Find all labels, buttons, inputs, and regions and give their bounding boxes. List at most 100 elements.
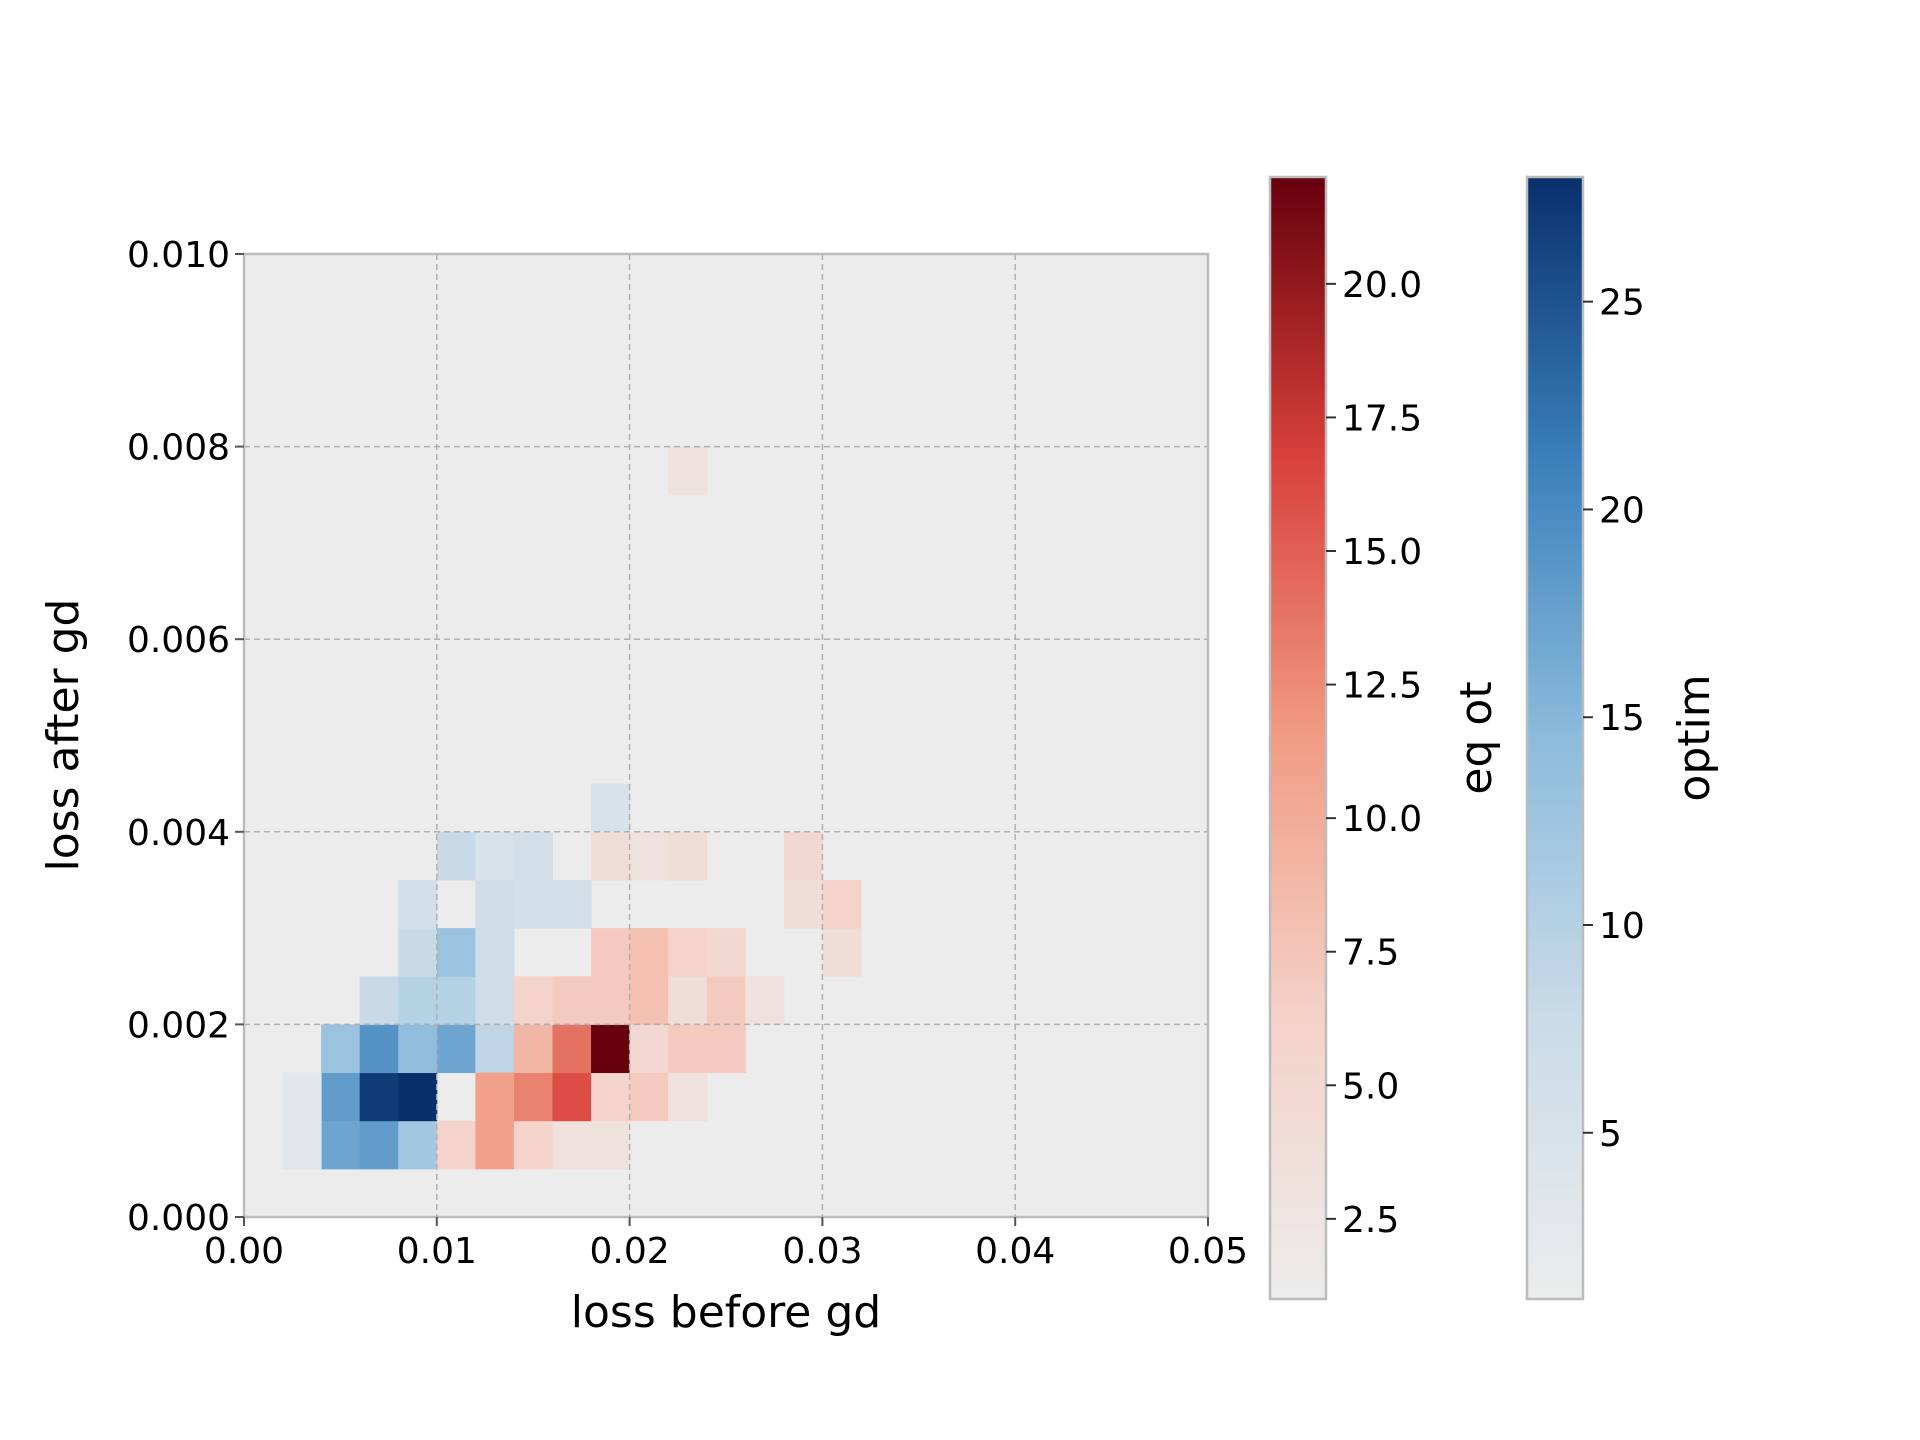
heatmap-cell-eq-ot bbox=[552, 976, 592, 1025]
heatmap-cell-optim bbox=[513, 831, 553, 881]
heatmap-cell-optim bbox=[475, 879, 515, 929]
heatmap-cell-optim bbox=[398, 976, 438, 1025]
heatmap-cell-eq-ot bbox=[668, 446, 708, 496]
heatmap-cell-optim bbox=[398, 1120, 438, 1170]
heatmap-cell-eq-ot bbox=[822, 928, 862, 977]
heatmap-cell-eq-ot bbox=[668, 831, 708, 881]
heatmap-cell-optim bbox=[321, 1024, 361, 1074]
heatmap-cell-eq-ot bbox=[706, 1024, 746, 1074]
heatmap-cell-optim bbox=[282, 1072, 322, 1122]
colorbar-tick-label: 7.5 bbox=[1342, 933, 1399, 974]
colorbar-tick-label: 15.0 bbox=[1342, 532, 1422, 573]
colorbar-optim-label: optim bbox=[1669, 674, 1720, 801]
colorbar-tick-label: 17.5 bbox=[1342, 398, 1422, 439]
heatmap-cell-eq-ot bbox=[552, 1072, 592, 1122]
heatmap-cell-optim bbox=[321, 1120, 361, 1170]
heatmap-cell-eq-ot bbox=[591, 1120, 631, 1170]
heatmap-cell-optim bbox=[359, 1120, 399, 1170]
heatmap-cell-eq-ot bbox=[591, 1024, 631, 1074]
heatmap-cell-eq-ot bbox=[591, 1072, 631, 1122]
heatmap-cell-eq-ot bbox=[513, 1024, 553, 1074]
heatmap-cell-eq-ot bbox=[629, 928, 669, 977]
heatmap-cell-eq-ot bbox=[591, 928, 631, 977]
heatmap-cell-optim bbox=[436, 928, 476, 977]
y-tick-label: 0.010 bbox=[127, 235, 230, 276]
x-axis-ticks: 0.00 0.01 0.02 0.03 0.04 0.05 bbox=[204, 1217, 1248, 1272]
heatmap-cell-eq-ot bbox=[668, 976, 708, 1025]
colorbar-tick-label: 10 bbox=[1599, 906, 1645, 947]
heatmap-cell-optim bbox=[436, 976, 476, 1025]
colorbar-tick-label: 15 bbox=[1599, 698, 1645, 739]
colorbar-tick-label: 20 bbox=[1599, 490, 1645, 531]
heatmap-cell-eq-ot bbox=[706, 976, 746, 1025]
x-tick-label: 0.05 bbox=[1168, 1231, 1248, 1272]
colorbar-tick-label: 10.0 bbox=[1342, 799, 1422, 840]
heatmap-cell-optim bbox=[398, 1024, 438, 1074]
heatmap-cell-eq-ot bbox=[629, 1024, 669, 1074]
heatmap-cell-eq-ot bbox=[552, 1120, 592, 1170]
colorbar-tick-label: 12.5 bbox=[1342, 666, 1422, 707]
heatmap-cell-eq-ot bbox=[783, 831, 823, 881]
y-axis-label: loss after gd bbox=[38, 599, 89, 872]
x-tick-label: 0.04 bbox=[975, 1231, 1055, 1272]
heatmap-cell-eq-ot bbox=[629, 1072, 669, 1122]
heatmap-cell-eq-ot bbox=[629, 831, 669, 881]
colorbar-eq-ot-frame bbox=[1268, 175, 1328, 1301]
heatmap-cell-optim bbox=[398, 1072, 438, 1122]
heatmap-cell-optim bbox=[475, 928, 515, 977]
y-tick-label: 0.004 bbox=[127, 813, 230, 854]
heatmap-cell-optim bbox=[359, 976, 399, 1025]
heatmap-cell-optim bbox=[552, 879, 592, 929]
y-tick-label: 0.006 bbox=[127, 620, 230, 661]
heatmap-cell-optim bbox=[475, 976, 515, 1025]
colorbar-eq-ot-ticks: 2.5 5.0 7.5 10.0 12.5 15.0 17.5 20.0 bbox=[1326, 265, 1422, 1241]
heatmap-cell-optim bbox=[321, 1072, 361, 1122]
heatmap-cell-optim bbox=[475, 1024, 515, 1074]
heatmap-cell-eq-ot bbox=[668, 1024, 708, 1074]
heatmap-cell-eq-ot bbox=[436, 1120, 476, 1170]
heatmap-cell-eq-ot bbox=[629, 976, 669, 1025]
x-tick-label: 0.01 bbox=[397, 1231, 477, 1272]
heatmap-cell-eq-ot bbox=[591, 976, 631, 1025]
y-tick-label: 0.000 bbox=[127, 1198, 230, 1239]
heatmap-cell-eq-ot bbox=[513, 1120, 553, 1170]
heatmap-cell-optim bbox=[436, 831, 476, 881]
heatmap-cell-eq-ot bbox=[745, 976, 785, 1025]
heatmap-cells bbox=[282, 446, 862, 1170]
grid-lines bbox=[244, 254, 1208, 1217]
heatmap-cell-optim bbox=[359, 1024, 399, 1074]
x-tick-label: 0.00 bbox=[204, 1231, 284, 1272]
heatmap-cell-eq-ot bbox=[475, 1120, 515, 1170]
colorbar-eq-ot-label: eq ot bbox=[1451, 681, 1502, 794]
heatmap-cell-optim bbox=[398, 879, 438, 929]
heatmap-cell-eq-ot bbox=[591, 831, 631, 881]
colorbar-optim: 5 10 15 20 25 optim bbox=[1525, 175, 1720, 1301]
colorbar-tick-label: 5 bbox=[1599, 1114, 1622, 1155]
colorbar-tick-label: 20.0 bbox=[1342, 265, 1422, 306]
heatmap-cell-optim bbox=[591, 783, 631, 833]
plot-frame bbox=[242, 252, 1210, 1219]
heatmap-cell-eq-ot bbox=[668, 928, 708, 977]
heatmap-cell-optim bbox=[398, 928, 438, 977]
heatmap-cell-optim bbox=[282, 1120, 322, 1170]
x-tick-label: 0.03 bbox=[782, 1231, 862, 1272]
colorbar-eq-ot-gradient bbox=[1270, 177, 1326, 1299]
colorbar-optim-ticks: 5 10 15 20 25 bbox=[1583, 283, 1645, 1155]
y-tick-label: 0.002 bbox=[127, 1005, 230, 1046]
heatmap-cell-eq-ot bbox=[513, 976, 553, 1025]
colorbar-tick-label: 5.0 bbox=[1342, 1066, 1399, 1107]
heatmap-cell-optim bbox=[513, 879, 553, 929]
x-axis-label: loss before gd bbox=[571, 1287, 881, 1338]
colorbar-eq-ot: 2.5 5.0 7.5 10.0 12.5 15.0 17.5 20.0 eq ot bbox=[1268, 175, 1502, 1301]
heatmap-cell-eq-ot bbox=[822, 879, 862, 929]
heatmap-cell-eq-ot bbox=[552, 1024, 592, 1074]
heatmap-cell-eq-ot bbox=[706, 928, 746, 977]
heatmap-cell-optim bbox=[359, 1072, 399, 1122]
heatmap-cell-eq-ot bbox=[513, 1072, 553, 1122]
colorbar-optim-gradient bbox=[1527, 177, 1583, 1299]
heatmap-cell-optim bbox=[436, 1024, 476, 1074]
heatmap-cell-eq-ot bbox=[668, 1072, 708, 1122]
y-axis-ticks: 0.000 0.002 0.004 0.006 0.008 0.010 bbox=[127, 235, 244, 1239]
heatmap-cell-optim bbox=[475, 831, 515, 881]
